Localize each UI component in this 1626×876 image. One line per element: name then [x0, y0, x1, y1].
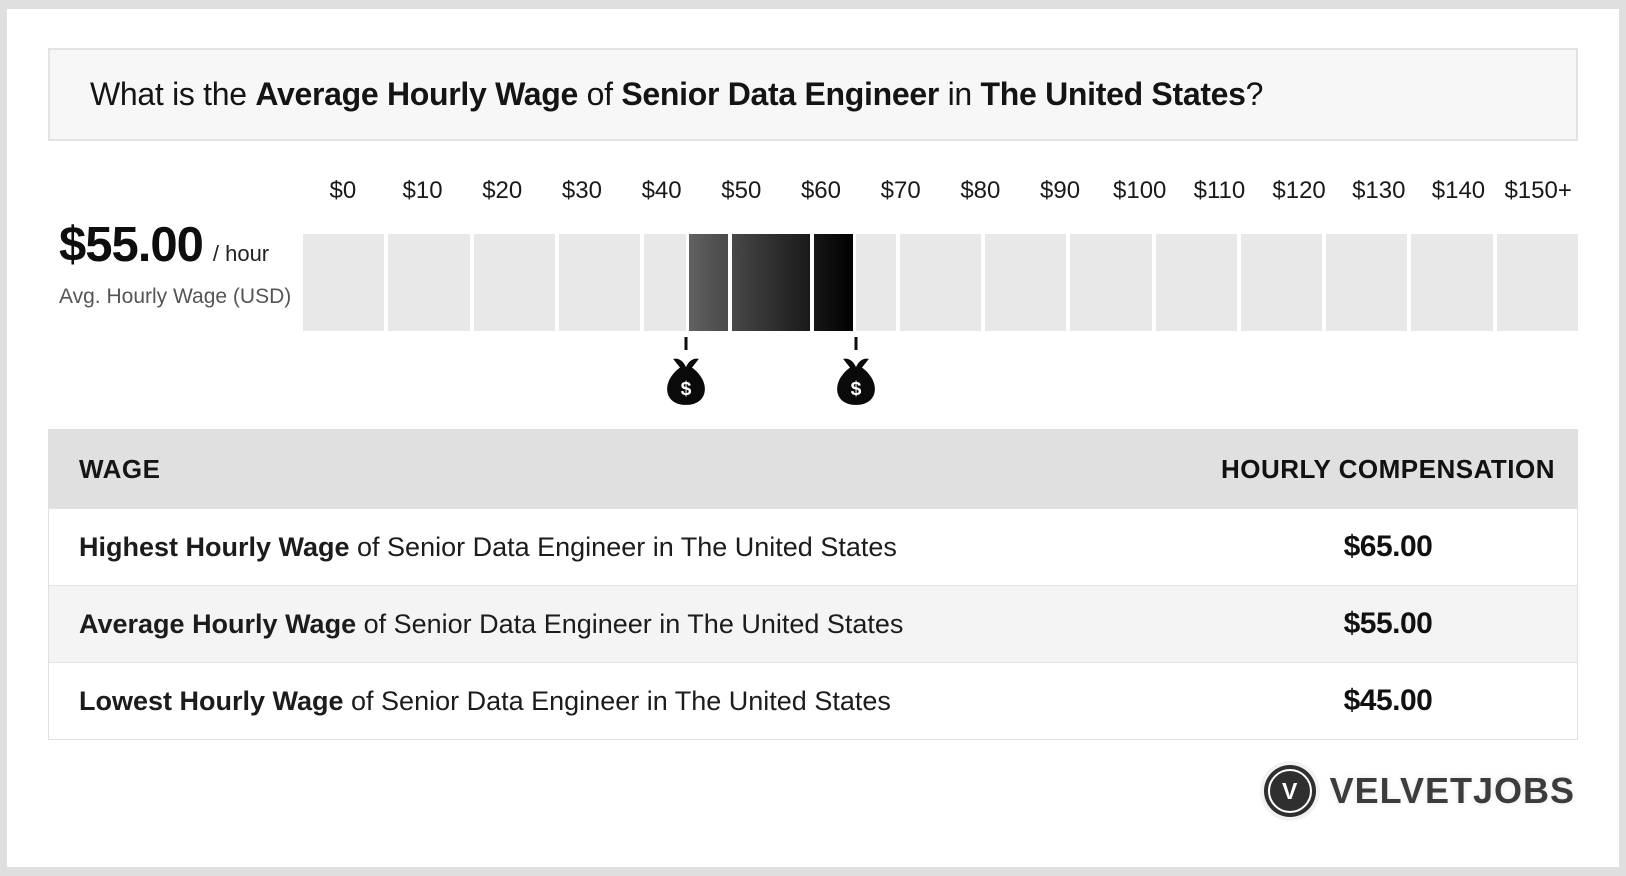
- bar-segment: [985, 234, 1067, 331]
- average-wage-stat: $55.00 / hour Avg. Hourly Wage (USD): [59, 218, 309, 309]
- bar-segment: [1240, 234, 1323, 331]
- bar-segment: [388, 234, 470, 331]
- table-row-average: Average Hourly Wage of Senior Data Engin…: [49, 585, 1577, 662]
- row-label-rest: of Senior Data Engineer in The United St…: [343, 685, 891, 716]
- bar-segment: [1326, 234, 1408, 331]
- axis-tick-label: $10: [402, 177, 443, 204]
- axis-tick-label: $150+: [1504, 177, 1572, 204]
- axis-tick-label: $80: [960, 177, 1001, 204]
- row-label: Average Hourly Wage of Senior Data Engin…: [49, 609, 1199, 640]
- logo-letter-v: V: [1281, 777, 1298, 804]
- title-part-bold: The United States: [980, 76, 1246, 112]
- row-label-bold: Highest Hourly Wage: [79, 531, 350, 562]
- axis-tick-label: $120: [1272, 177, 1326, 204]
- highlight-segment-gap: [809, 234, 814, 331]
- axis-tick-label: $100: [1113, 177, 1167, 204]
- logo-wordmark: VELVETJOBS: [1329, 770, 1575, 811]
- title-part: in: [939, 76, 981, 112]
- axis-tick-label: $60: [800, 177, 841, 204]
- wage-bar: $ $: [303, 234, 1578, 405]
- title-part-bold: Senior Data Engineer: [621, 76, 939, 112]
- bar-segment: [899, 234, 982, 331]
- money-bag-icon-high: $: [836, 358, 875, 405]
- row-value: $65.00: [1343, 530, 1433, 563]
- table-row-lowest: Lowest Hourly Wage of Senior Data Engine…: [49, 662, 1577, 739]
- axis-tick-label: $90: [1040, 177, 1081, 204]
- row-value: $55.00: [1343, 607, 1433, 640]
- axis-tick-label: $20: [482, 177, 523, 204]
- bar-segment: [1070, 234, 1152, 331]
- row-label-bold: Average Hourly Wage: [79, 608, 357, 639]
- title-part: of: [578, 76, 622, 112]
- row-label: Lowest Hourly Wage of Senior Data Engine…: [49, 686, 1199, 717]
- title-part-bold: Average Hourly Wage: [255, 76, 579, 112]
- velvetjobs-logo-icon: V: [1263, 765, 1316, 817]
- range-tick-low: [684, 337, 687, 350]
- bar-segment: [1155, 234, 1237, 331]
- money-bag-icon-low: $: [666, 358, 705, 405]
- bar-segment: [1496, 234, 1578, 331]
- title-part: ?: [1245, 76, 1264, 112]
- question-title-text: What is the Average Hourly Wage of Senio…: [90, 76, 1263, 113]
- axis-tick-label: $30: [561, 177, 602, 204]
- dollar-glyph: $: [850, 379, 861, 400]
- bar-segment: [1411, 234, 1493, 331]
- average-wage-unit: / hour: [212, 241, 270, 266]
- axis-tick-label: $70: [880, 177, 921, 204]
- row-label: Highest Hourly Wage of Senior Data Engin…: [49, 532, 1199, 563]
- bar-segment: [303, 234, 385, 331]
- range-tick-high: [854, 337, 857, 350]
- title-part: What is the: [90, 76, 256, 112]
- axis-tick-label: $50: [721, 177, 762, 204]
- infographic-card: What is the Average Hourly Wage of Senio…: [7, 9, 1619, 867]
- dollar-glyph: $: [680, 379, 691, 400]
- axis-tick-label: $110: [1193, 177, 1246, 204]
- question-title: What is the Average Hourly Wage of Senio…: [48, 48, 1578, 141]
- axis-tick-label: $0: [329, 177, 357, 204]
- wage-bar-track: [303, 234, 1578, 331]
- wage-range-highlight: [685, 234, 856, 331]
- average-wage-caption: Avg. Hourly Wage (USD): [59, 284, 292, 308]
- row-value: $45.00: [1343, 684, 1433, 717]
- table-row-highest: Highest Hourly Wage of Senior Data Engin…: [49, 508, 1577, 585]
- velvetjobs-logo[interactable]: V VELVETJOBS: [1263, 765, 1575, 817]
- wage-axis-labels: $0 $10 $20 $30 $40 $50 $60 $70 $80 $90 $…: [303, 177, 1578, 205]
- axis-tick-label: $40: [641, 177, 682, 204]
- wage-table: WAGE HOURLY COMPENSATION Highest Hourly …: [48, 429, 1578, 740]
- highlight-segment-gap: [727, 234, 732, 331]
- row-label-bold: Lowest Hourly Wage: [79, 685, 344, 716]
- table-header-row: WAGE HOURLY COMPENSATION: [49, 430, 1577, 508]
- bar-segment: [473, 234, 555, 331]
- axis-tick-label: $140: [1431, 177, 1486, 204]
- bar-segment: [558, 234, 641, 331]
- header-wage: WAGE: [79, 453, 161, 484]
- axis-tick-label: $130: [1352, 177, 1406, 204]
- row-label-rest: of Senior Data Engineer in The United St…: [356, 608, 904, 639]
- row-label-rest: of Senior Data Engineer in The United St…: [349, 531, 897, 562]
- header-hourly-compensation: HOURLY COMPENSATION: [1220, 453, 1556, 484]
- average-wage-value: $55.00: [59, 218, 204, 272]
